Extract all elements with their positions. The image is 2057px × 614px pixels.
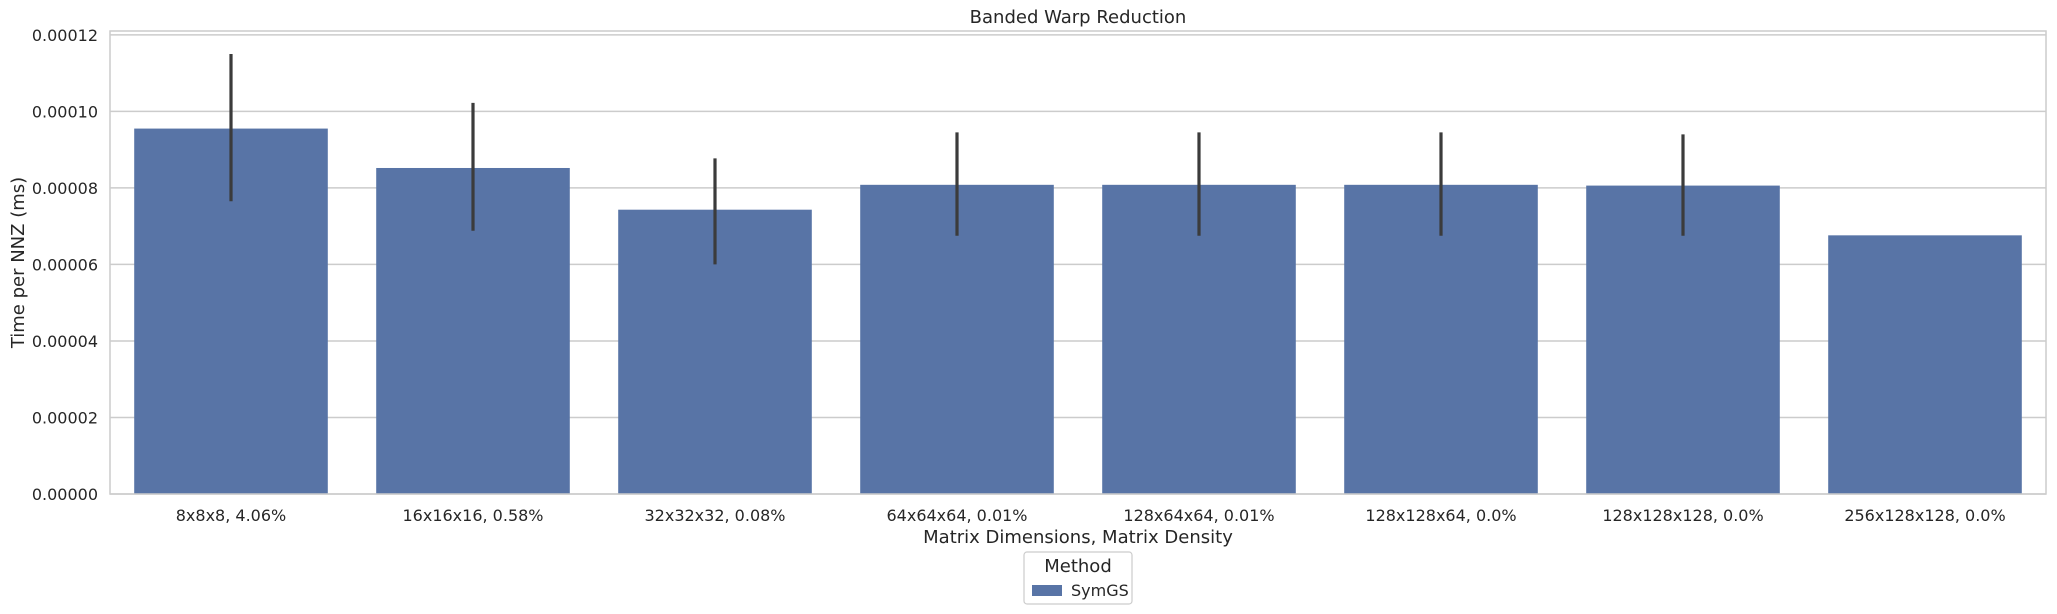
x-tick-label: 8x8x8, 4.06% — [176, 506, 286, 525]
bar — [1828, 235, 2022, 495]
x-tick-labels: 8x8x8, 4.06% 16x16x16, 0.58% 32x32x32, 0.0… — [176, 506, 2006, 525]
plot-frame — [109, 30, 2047, 495]
y-tick-label: 0.00008 — [32, 179, 98, 198]
y-axis-label: Time per NNZ (ms) — [8, 177, 29, 349]
error-bars — [229, 53, 1685, 265]
x-tick-label: 256x128x128, 0.0% — [1844, 506, 2005, 525]
bar — [1586, 185, 1780, 494]
x-tick-label: 64x64x64, 0.01% — [886, 506, 1027, 525]
x-tick-label: 128x128x128, 0.0% — [1602, 506, 1763, 525]
chart-title: Banded Warp Reduction — [970, 7, 1187, 28]
y-tick-label: 0.00010 — [32, 102, 98, 121]
legend-swatch — [1032, 585, 1062, 596]
x-axis-label: Matrix Dimensions, Matrix Density — [923, 527, 1233, 548]
legend: Method SymGS — [1023, 551, 1133, 605]
legend-title: Method — [1044, 556, 1112, 577]
x-tick-label: 32x32x32, 0.08% — [644, 506, 785, 525]
y-tick-label: 0.00004 — [32, 332, 98, 351]
x-tick-label: 128x128x64, 0.0% — [1365, 506, 1516, 525]
legend-label: SymGS — [1071, 581, 1129, 600]
y-tick-label: 0.00002 — [32, 408, 98, 427]
bars — [134, 128, 2022, 495]
y-tick-labels: 0.00000 0.00002 0.00004 0.00006 0.00008 0.000… — [32, 26, 98, 504]
y-tick-label: 0.00006 — [32, 255, 98, 274]
bar — [1102, 184, 1296, 495]
bar — [1344, 184, 1538, 495]
x-tick-label: 16x16x16, 0.58% — [402, 506, 543, 525]
x-tick-label: 128x64x64, 0.01% — [1123, 506, 1274, 525]
y-tick-label: 0.00000 — [32, 485, 98, 504]
y-tick-label: 0.00012 — [32, 26, 98, 45]
bar — [860, 184, 1054, 495]
